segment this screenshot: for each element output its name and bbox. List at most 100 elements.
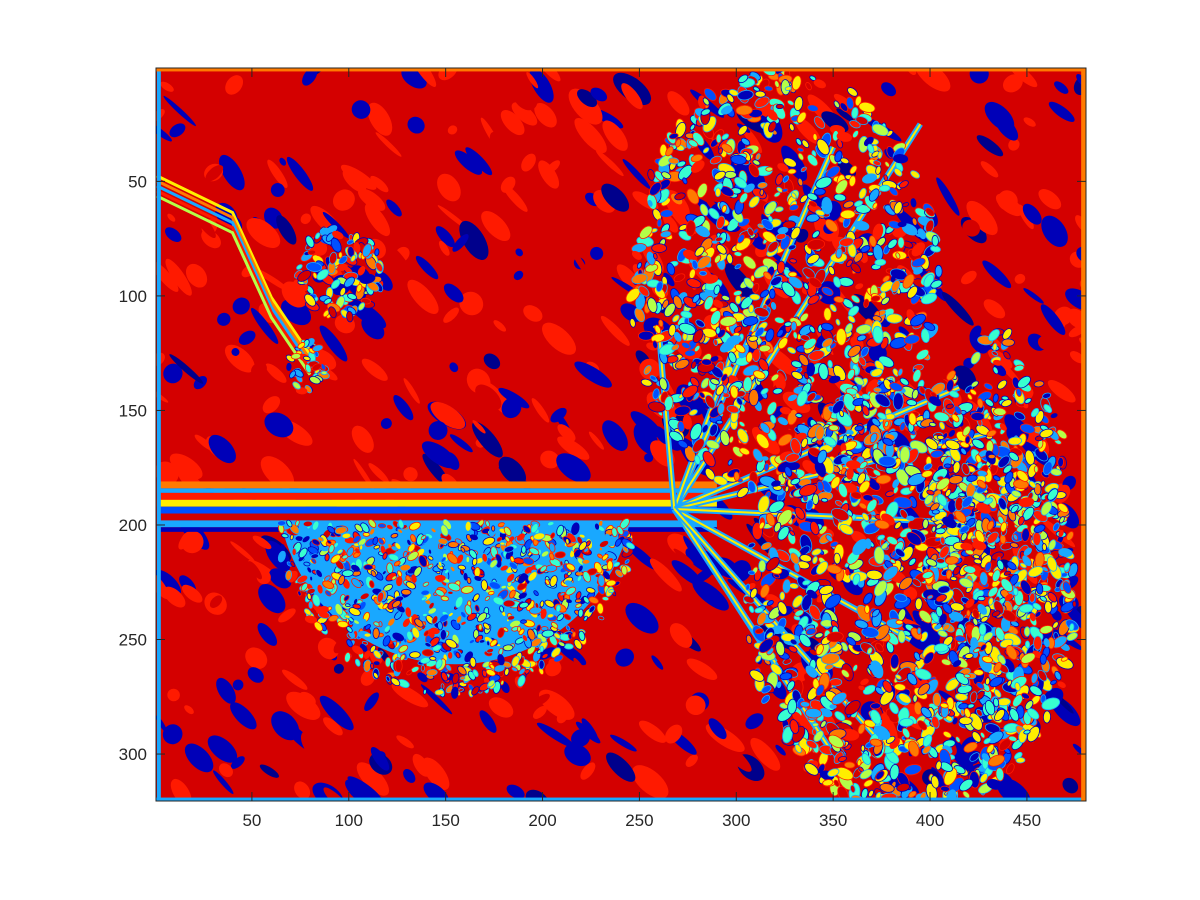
background-blotch (489, 131, 518, 172)
texture-cell (932, 692, 942, 707)
background-blotch (248, 561, 262, 580)
background-blotch (265, 363, 287, 383)
half-disc-flower (277, 518, 635, 699)
texture-cell (566, 599, 572, 604)
background-blotch (692, 579, 729, 611)
texture-cell (538, 659, 545, 670)
background-blotch (588, 431, 605, 450)
background-blotch (449, 362, 459, 373)
background-blotch (422, 757, 450, 791)
background-blotch (536, 722, 576, 748)
background-blotch (438, 240, 450, 256)
background-blotch (651, 655, 664, 670)
background-blotch (231, 348, 240, 356)
texture-cell (922, 518, 929, 529)
background-blotch (486, 174, 498, 186)
texture-cell (714, 187, 722, 198)
background-blotch (169, 453, 203, 480)
background-blotch (246, 217, 281, 248)
texture-cell (615, 569, 624, 578)
texture-cell (427, 548, 432, 555)
background-blotch (590, 87, 608, 102)
texture-cell (829, 704, 837, 709)
background-blotch (600, 315, 630, 346)
texture-cell (716, 419, 724, 425)
texture-cell (978, 623, 987, 636)
texture-cell (363, 564, 374, 571)
texture-cell (812, 493, 820, 505)
bottom-edge-strip (156, 797, 1086, 801)
background-blotch (903, 586, 918, 601)
texture-cell (735, 294, 742, 305)
background-blotch (245, 279, 257, 294)
texture-cell (378, 621, 383, 628)
background-blotch (443, 283, 464, 303)
texture-cell (715, 133, 722, 144)
background-blotch (403, 769, 416, 783)
texture-cell (699, 270, 707, 276)
background-blotch (602, 120, 628, 151)
background-blotch (923, 172, 936, 184)
texture-cell (769, 288, 776, 299)
background-blotch (556, 641, 587, 666)
background-blotch (278, 608, 296, 623)
background-blotch (443, 307, 459, 323)
texture-cell (369, 527, 376, 536)
texture-cell (486, 640, 491, 647)
texture-cell (950, 576, 958, 582)
background-blotch (208, 434, 236, 464)
background-blotch (1041, 215, 1068, 247)
texture-cell (846, 460, 861, 470)
background-blotch (750, 737, 781, 771)
texture-cell (733, 471, 740, 482)
background-blotch (663, 214, 679, 233)
background-blotch (621, 83, 643, 110)
texture-cell (421, 649, 434, 657)
texture-cell (478, 639, 486, 644)
background-blotch (250, 307, 279, 344)
texture-cell (429, 656, 437, 661)
background-blotch (557, 436, 590, 460)
texture-cell (448, 652, 453, 659)
texture-cell (840, 209, 856, 220)
texture-cell (828, 424, 840, 432)
background-blotch (350, 412, 368, 429)
texture-cell (1029, 592, 1036, 603)
background-blotch (1048, 101, 1075, 122)
texture-cell (377, 523, 387, 529)
background-blotch (300, 213, 311, 225)
texture-cell (409, 651, 421, 659)
background-blotch (163, 586, 186, 608)
y-tick-label: 200 (119, 516, 147, 535)
texture-cell (856, 759, 862, 767)
texture-cell (309, 575, 313, 582)
stem-band (156, 506, 717, 514)
background-blotch (351, 425, 374, 453)
background-blotch (941, 291, 974, 326)
texture-cell (601, 596, 610, 602)
background-blotch (1038, 189, 1062, 210)
background-blotch (649, 558, 682, 592)
texture-cell (586, 587, 596, 594)
background-blotch (300, 730, 334, 767)
texture-cell (422, 613, 428, 617)
background-blotch (430, 401, 466, 430)
texture-cell (748, 388, 760, 407)
background-blotch (449, 434, 473, 453)
background-blotch (694, 568, 714, 583)
x-tick-label: 200 (528, 811, 556, 830)
x-tick-label: 100 (335, 811, 363, 830)
background-blotch (262, 396, 281, 414)
background-blotch (1062, 777, 1079, 794)
background-blotch (601, 183, 630, 212)
x-tick-label: 400 (916, 811, 944, 830)
background-blotch (602, 420, 628, 451)
background-blotch (380, 418, 392, 429)
texture-cell (354, 658, 361, 667)
background-blotch (472, 421, 503, 458)
texture-cell (1033, 465, 1039, 473)
texture-cell (1032, 531, 1042, 546)
background-blotch (625, 602, 659, 634)
background-blotch (1022, 203, 1042, 225)
background-blotch (570, 248, 590, 277)
